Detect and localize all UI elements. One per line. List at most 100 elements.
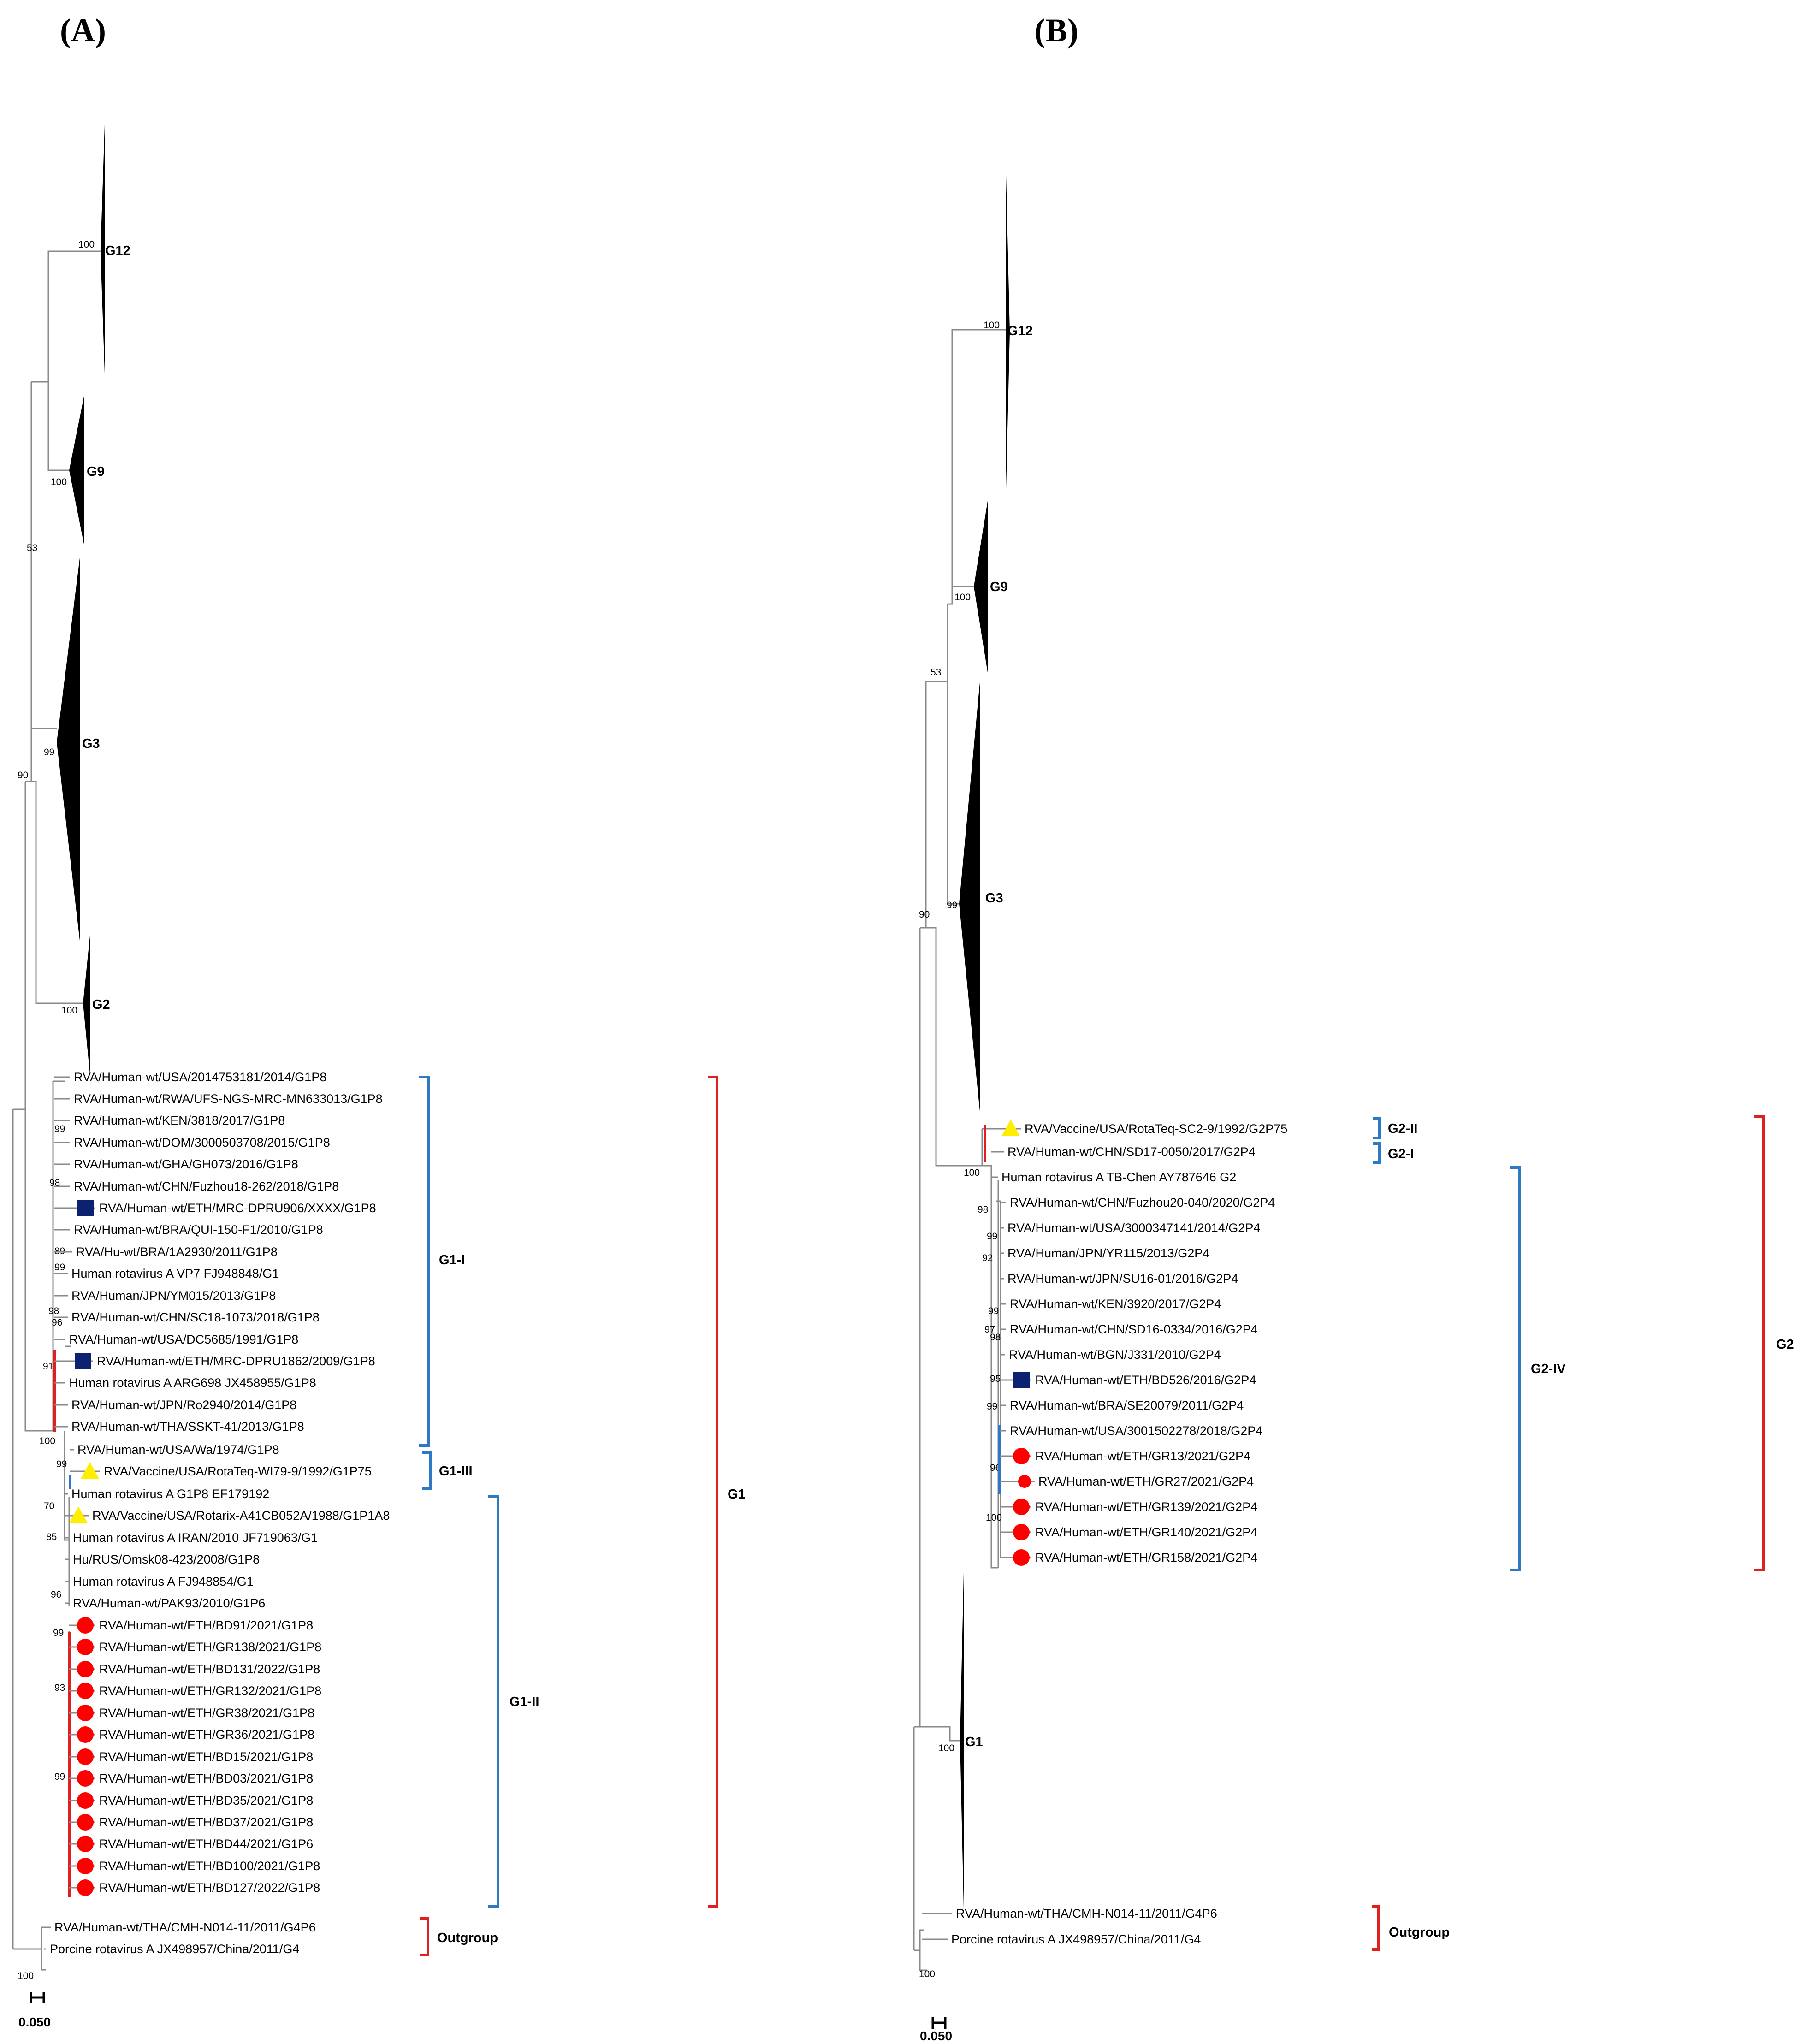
taxon-label: RVA/Human-wt/ETH/BD44/2021/G1P6 (99, 1837, 313, 1851)
taxon-label: RVA/Human/JPN/YR115/2013/G2P4 (1007, 1246, 1209, 1260)
clade-g12-label: G12 (105, 243, 130, 258)
taxon-label: RVA/Human-wt/ETH/BD15/2021/G1P8 (99, 1750, 313, 1764)
bracket-outgroup-a (420, 1917, 429, 1956)
reference-square-marker (75, 1353, 91, 1369)
panel-a-bootstraps: 100 100 53 99 90 100 99 98 89 99 98 96 9… (18, 239, 95, 1981)
bootstrap-value: 98 (48, 1306, 59, 1316)
bootstrap-value: 98 (990, 1332, 1001, 1343)
taxon-label: Human rotavirus A TB-Chen AY787646 G2 (1001, 1170, 1236, 1184)
bracket-outgroup-b-label: Outgroup (1389, 1925, 1450, 1940)
taxon-label: RVA/Hu-wt/BRA/1A2930/2011/G1P8 (76, 1245, 278, 1259)
bootstrap-value: 100 (964, 1167, 980, 1178)
bootstrap-value: 53 (27, 543, 37, 553)
taxon-label: Hu/RUS/Omsk08-423/2008/G1P8 (73, 1552, 260, 1566)
taxon-label: RVA/Human-wt/ETH/MRC-DPRU906/XXXX/G1P8 (99, 1201, 376, 1215)
taxon-label: RVA/Human-wt/KEN/3818/2017/G1P8 (74, 1114, 285, 1127)
clade-g12-label-b: G12 (1007, 324, 1033, 338)
taxon-label: RVA/Human-wt/USA/DC5685/1991/G1P8 (69, 1333, 298, 1346)
bootstrap-value: 100 (51, 477, 67, 487)
scale-bar-label: 0.050 (18, 2015, 51, 2029)
bracket-g1iii (422, 1451, 432, 1490)
bracket-g2ii-label: G2-II (1388, 1121, 1417, 1136)
taxon-label: RVA/Human-wt/ETH/MRC-DPRU1862/2009/G1P8 (97, 1354, 375, 1368)
panel-a-taxa: RVA/Human-wt/USA/2014753181/2014/G1P8 RVA… (44, 1070, 390, 1956)
taxon-label: RVA/Human-wt/ETH/GR138/2021/G1P8 (99, 1640, 321, 1654)
panel-a-brackets (419, 1076, 718, 1956)
taxon-label: RVA/Human-wt/BRA/QUI-150-F1/2010/G1P8 (74, 1223, 323, 1237)
taxon-label: RVA/Human-wt/ETH/BD526/2016/G2P4 (1035, 1373, 1256, 1387)
bootstrap-value: 100 (919, 1969, 935, 1979)
bootstrap-value: 100 (39, 1436, 55, 1446)
bootstrap-value: 97 (984, 1324, 995, 1335)
taxon-label: RVA/Human-wt/RWA/UFS-NGS-MRC-MN633013/G1… (74, 1092, 383, 1106)
bootstrap-value: 100 (984, 320, 1000, 331)
wildtype-circle-marker (1013, 1524, 1030, 1540)
bracket-g2-label: G2 (1776, 1337, 1794, 1352)
wildtype-circle-marker (1018, 1475, 1031, 1488)
taxon-label: RVA/Human-wt/THA/CMH-N014-11/2011/G4P6 (54, 1920, 316, 1934)
taxon-label: RVA/Human-wt/ETH/BD131/2022/G1P8 (99, 1662, 320, 1676)
bracket-g2ii (1373, 1117, 1381, 1139)
bootstrap-value: 99 (987, 1401, 997, 1412)
wildtype-circle-marker (77, 1748, 94, 1765)
taxon-label: RVA/Human-wt/GHA/GH073/2016/G1P8 (74, 1157, 298, 1171)
bootstrap-value: 99 (54, 1771, 65, 1782)
wildtype-circle-marker (77, 1792, 94, 1809)
taxon-label: RVA/Vaccine/USA/RotaTeq-WI79-9/1992/G1P7… (104, 1464, 372, 1478)
bootstrap-value: 91 (43, 1361, 53, 1372)
panel-b-tree: (B) G12 G9 G3 G1 (913, 12, 1794, 2043)
taxon-label: RVA/Human-wt/CHN/Fuzhou18-262/2018/G1P8 (74, 1179, 339, 1193)
bootstrap-value: 100 (61, 1005, 77, 1016)
wildtype-circle-marker (77, 1705, 94, 1721)
taxon-label: RVA/Vaccine/USA/Rotarix-A41CB052A/1988/G… (92, 1509, 390, 1523)
vaccine-triangle-marker (69, 1506, 88, 1523)
clade-g12-triangle-b (1006, 175, 1010, 489)
wildtype-circle-marker (77, 1661, 94, 1677)
taxon-label: RVA/Human-wt/BGN/J331/2010/G2P4 (1009, 1348, 1221, 1362)
panel-a-label: (A) (60, 12, 106, 49)
taxon-label: Human rotavirus A ARG698 JX458955/G1P8 (69, 1376, 316, 1390)
bootstrap-value: 96 (52, 1317, 62, 1328)
bootstrap-value: 99 (947, 900, 957, 911)
clade-g3-label-b: G3 (985, 891, 1003, 906)
bracket-g1 (708, 1076, 718, 1908)
taxon-label: RVA/Human-wt/KEN/3920/2017/G2P4 (1010, 1297, 1221, 1311)
taxon-label: RVA/Human-wt/ETH/BD100/2021/G1P8 (99, 1859, 320, 1873)
taxon-label: RVA/Human-wt/JPN/SU16-01/2016/G2P4 (1007, 1272, 1238, 1286)
taxon-label: RVA/Human-wt/ETH/GR27/2021/G2P4 (1038, 1475, 1254, 1488)
taxon-label: RVA/Human-wt/ETH/GR140/2021/G2P4 (1035, 1525, 1257, 1539)
clade-g9-triangle-a (69, 397, 84, 544)
taxon-label: Porcine rotavirus A JX498957/China/2011/… (50, 1942, 299, 1956)
bootstrap-value: 100 (938, 1743, 954, 1754)
clade-g2-triangle-a (83, 931, 90, 1079)
bootstrap-value: 96 (51, 1589, 61, 1600)
taxon-label: RVA/Human-wt/CHN/SD16-0334/2016/G2P4 (1010, 1322, 1258, 1336)
taxon-label: RVA/Human-wt/ETH/BD37/2021/G1P8 (99, 1815, 313, 1829)
panel-b-branches (913, 329, 1010, 1971)
bootstrap-value: 100 (954, 592, 971, 603)
taxon-label: Human rotavirus A VP7 FJ948848/G1 (71, 1267, 279, 1280)
clade-g1-label-b: G1 (965, 1735, 983, 1749)
clade-g1-triangle-b (960, 1572, 964, 1909)
bootstrap-value: 93 (54, 1683, 65, 1693)
taxon-label: RVA/Human-wt/ETH/GR139/2021/G2P4 (1035, 1500, 1257, 1514)
taxon-label: RVA/Human-wt/ETH/GR132/2021/G1P8 (99, 1684, 321, 1698)
wildtype-circle-marker (1013, 1448, 1030, 1464)
bracket-g1ii (488, 1495, 499, 1908)
bootstrap-value: 92 (982, 1253, 993, 1263)
scale-bar-label: 0.050 (920, 2029, 952, 2043)
bracket-g2iv-label: G2-IV (1531, 1362, 1566, 1376)
bootstrap-value: 90 (18, 770, 28, 781)
wildtype-circle-marker (77, 1836, 94, 1852)
taxon-label: Human rotavirus A FJ948854/G1 (73, 1575, 254, 1588)
vaccine-triangle-marker (1001, 1120, 1020, 1136)
panel-b-bootstraps: 100 100 53 90 99 100 98 99 92 99 97 98 9… (919, 320, 1002, 1979)
clade-g3-triangle-b (959, 682, 980, 1111)
bracket-g1ii-label: G1-II (510, 1694, 539, 1709)
bootstrap-value: 99 (44, 747, 54, 758)
bootstrap-value: 96 (990, 1463, 1001, 1473)
bracket-g2i-label: G2-I (1388, 1147, 1414, 1161)
bootstrap-value: 90 (919, 909, 930, 920)
taxon-label: RVA/Human-wt/ETH/GR13/2021/G2P4 (1035, 1449, 1250, 1463)
bracket-outgroup-a-label: Outgroup (437, 1931, 498, 1945)
